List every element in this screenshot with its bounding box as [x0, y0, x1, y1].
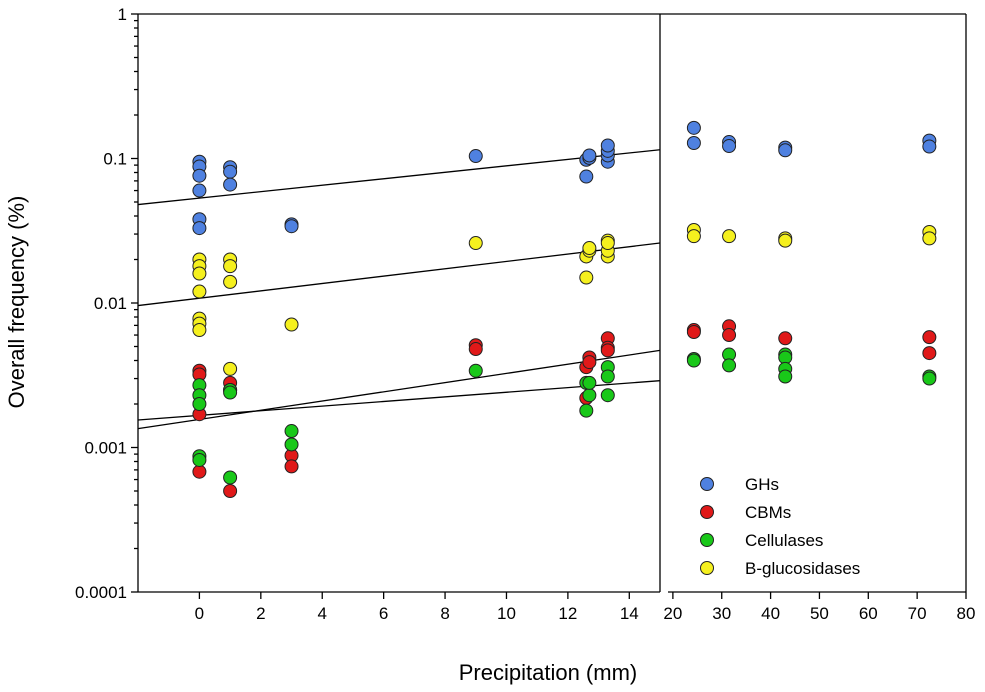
point-ghs	[223, 164, 238, 179]
trend-lines	[137, 149, 661, 430]
point-b-glucosidases	[722, 229, 737, 244]
point-cbms	[922, 346, 937, 361]
point-cbms	[722, 328, 737, 343]
legend-marker-ghs	[700, 477, 714, 491]
point-cellulases	[686, 353, 701, 368]
x-tick-label: 20	[663, 604, 682, 623]
legend-label-b-glucosidases: B-glucosidases	[745, 559, 860, 578]
point-b-glucosidases	[223, 259, 238, 274]
x-tick-label: 14	[620, 604, 639, 623]
point-cellulases	[284, 424, 299, 439]
x-tick-label: 50	[810, 604, 829, 623]
x-tick-label: 40	[761, 604, 780, 623]
point-cellulases	[600, 388, 615, 403]
point-cellulases	[722, 358, 737, 373]
trend-line-cellulases	[137, 380, 661, 421]
point-ghs	[722, 139, 737, 154]
x-tick-label: 80	[957, 604, 976, 623]
x-tick-label: 70	[908, 604, 927, 623]
x-axis-title: Precipitation (mm)	[459, 660, 637, 685]
legend-label-cbms: CBMs	[745, 503, 791, 522]
point-cellulases	[922, 371, 937, 386]
legend-marker-cbms	[700, 505, 714, 519]
x-tick-label: 4	[318, 604, 327, 623]
legend-marker-b-glucosidases	[700, 561, 714, 575]
trend-line-b-glucosidases	[137, 242, 661, 307]
point-cbms	[468, 342, 483, 357]
legend-label-cellulases: Cellulases	[745, 531, 823, 550]
point-b-glucosidases	[686, 229, 701, 244]
y-tick-label: 0.1	[103, 150, 127, 169]
point-b-glucosidases	[778, 233, 793, 248]
point-b-glucosidases	[223, 361, 238, 376]
point-cbms	[582, 355, 597, 370]
point-cellulases	[223, 470, 238, 485]
point-ghs	[192, 183, 207, 198]
x-tick-label: 6	[379, 604, 388, 623]
x-tick-label: 30	[712, 604, 731, 623]
point-b-glucosidases	[223, 274, 238, 289]
point-ghs	[686, 136, 701, 151]
point-ghs	[284, 219, 299, 234]
legend-marker-cellulases	[700, 533, 714, 547]
y-tick-label: 0.0001	[75, 583, 127, 602]
y-tick-label: 0.001	[84, 439, 127, 458]
y-axis-title: Overall frequency (%)	[4, 196, 29, 409]
point-cellulases	[192, 452, 207, 467]
point-cbms	[778, 331, 793, 346]
axis-break-gap	[661, 15, 667, 592]
plot-frame	[137, 13, 967, 593]
point-b-glucosidases	[192, 284, 207, 299]
point-ghs	[192, 221, 207, 236]
point-b-glucosidases	[922, 231, 937, 246]
point-ghs	[686, 120, 701, 135]
point-cellulases	[582, 388, 597, 403]
x-tick-label: 2	[256, 604, 265, 623]
point-b-glucosidases	[579, 270, 594, 285]
data-points	[192, 120, 937, 498]
point-ghs	[192, 168, 207, 183]
x-tick-label: 60	[859, 604, 878, 623]
point-cbms	[922, 330, 937, 345]
point-ghs	[582, 148, 597, 163]
trend-line-ghs	[137, 149, 661, 206]
point-b-glucosidases	[468, 236, 483, 251]
point-cbms	[686, 324, 701, 339]
y-tick-label: 1	[118, 5, 127, 24]
point-cellulases	[579, 403, 594, 418]
point-cellulases	[582, 375, 597, 390]
trend-line-cbms	[137, 349, 661, 430]
x-tick-label: 10	[497, 604, 516, 623]
x-tick-label: 0	[195, 604, 204, 623]
point-b-glucosidases	[582, 241, 597, 256]
point-cellulases	[778, 369, 793, 384]
point-ghs	[778, 143, 793, 158]
point-b-glucosidases	[284, 317, 299, 332]
point-cbms	[192, 464, 207, 479]
point-cbms	[223, 483, 238, 498]
point-cellulases	[468, 363, 483, 378]
y-tick-label: 0.01	[94, 294, 127, 313]
point-cbms	[600, 343, 615, 358]
point-cellulases	[284, 437, 299, 452]
point-b-glucosidases	[192, 323, 207, 338]
x-tick-label: 12	[558, 604, 577, 623]
point-b-glucosidases	[192, 266, 207, 281]
point-cellulases	[192, 397, 207, 412]
point-b-glucosidases	[600, 236, 615, 251]
point-ghs	[223, 177, 238, 192]
point-cbms	[284, 459, 299, 474]
legend-label-ghs: GHs	[745, 475, 779, 494]
legend: GHs CBMs Cellulases B-glucosidases	[700, 475, 860, 578]
point-ghs	[468, 149, 483, 164]
point-ghs	[600, 138, 615, 153]
point-cellulases	[223, 385, 238, 400]
point-ghs	[579, 169, 594, 184]
point-ghs	[922, 139, 937, 154]
x-tick-label: 8	[440, 604, 449, 623]
point-cellulases	[600, 369, 615, 384]
